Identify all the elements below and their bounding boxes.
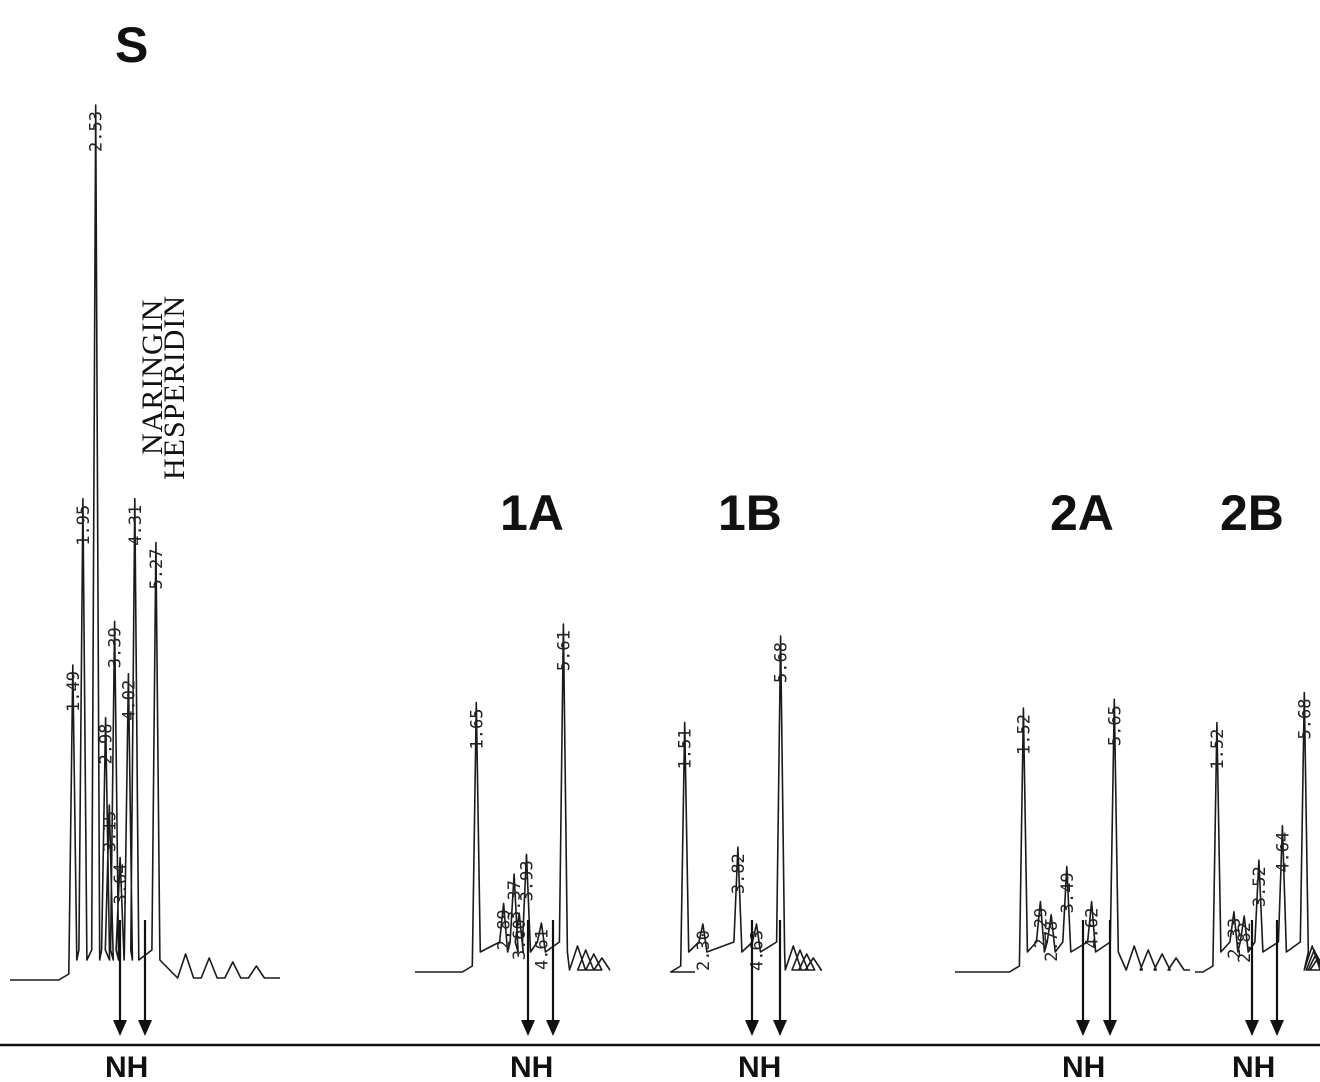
- panel-label: S: [115, 17, 148, 73]
- peak-label: 5.61: [554, 630, 574, 671]
- marker-arrowhead: [113, 1020, 127, 1036]
- marker-arrowhead: [1076, 1020, 1090, 1036]
- peak-label: 1.49: [64, 671, 84, 712]
- peak-label: 3.60: [510, 919, 530, 960]
- peak-label: 2.98: [97, 724, 117, 765]
- peak-label: 1.51: [676, 728, 696, 769]
- peak-label: 1.52: [1014, 714, 1034, 755]
- peak-label: 2.82: [1235, 922, 1255, 963]
- peak-label: 1.95: [74, 505, 94, 546]
- peak-label: 3.82: [729, 853, 749, 894]
- chromatogram-trace: [955, 698, 1190, 973]
- peak-label: 4.62: [1083, 908, 1103, 949]
- peak-label: 1.52: [1208, 729, 1228, 770]
- peak-label: 4.63: [747, 930, 767, 971]
- panel-label: 1B: [718, 485, 782, 541]
- compound-label-hesperidin: HESPERIDIN: [158, 295, 191, 480]
- peak-label: 5.65: [1105, 705, 1125, 746]
- panel-1a: 1A 1.65 2.893.373.60 3.93 4.61 5.61 NH: [415, 485, 611, 1082]
- peak-label: 2.30: [694, 930, 714, 971]
- panel-s: S 1.49 1.95 2.53 2.98 3.15 3.39 3.64 4.02 4.315.2…: [10, 17, 280, 1082]
- panel-1b: 1B 1.51 2.30 3.82 4.63 5.68 NH: [669, 485, 823, 1082]
- peak-label: 3.15: [100, 811, 120, 852]
- peak-label: 3.93: [517, 860, 537, 901]
- panel-2a: 2A 1.52 2.292.78 3.494.62 5.65 NH: [955, 485, 1190, 1082]
- peak-label: 3.37: [505, 880, 525, 921]
- peak-label: 2.53: [87, 111, 107, 152]
- marker-arrowhead: [138, 1020, 152, 1036]
- peak-label: 2.33: [1225, 918, 1245, 959]
- peak-label: 4.61: [532, 929, 552, 970]
- peak-label: 3.39: [106, 627, 126, 668]
- marker-arrowhead: [745, 1020, 759, 1036]
- chromatogram-trace: [10, 104, 280, 981]
- peak-label: 5.27: [147, 549, 167, 590]
- marker-arrowhead: [1270, 1020, 1284, 1036]
- peak-label: 4.31: [126, 505, 146, 546]
- panel-label: 2A: [1050, 485, 1114, 541]
- peak-label: 4.64: [1273, 832, 1293, 873]
- marker-arrowhead: [1103, 1020, 1117, 1036]
- nh-label: NH: [1062, 1051, 1105, 1082]
- peak-label: 1.65: [467, 709, 487, 750]
- chromatogram-trace: [669, 635, 823, 973]
- chromatogram-trace: [1195, 691, 1320, 973]
- peak-label: 2.29: [1031, 908, 1051, 949]
- peak-label: 3.49: [1058, 872, 1078, 913]
- nh-label: NH: [738, 1051, 781, 1082]
- nh-label: NH: [510, 1051, 553, 1082]
- peak-label: 3.64: [111, 864, 131, 905]
- panel-label: 2B: [1220, 485, 1284, 541]
- nh-label: NH: [105, 1051, 148, 1082]
- peak-label: 2.78: [1042, 921, 1062, 962]
- panel-2b: 2B 1.52 2.332.82 3.524.64 5.68 NH: [1195, 485, 1320, 1082]
- chromatogram-trace: [415, 623, 611, 973]
- peak-label: 2.89: [495, 909, 515, 950]
- marker-arrowhead: [1245, 1020, 1259, 1036]
- marker-arrowhead: [773, 1020, 787, 1036]
- peak-label: 5.68: [1295, 699, 1315, 740]
- peak-label: 4.02: [119, 680, 139, 721]
- compound-label-naringin: NARINGIN: [136, 299, 169, 455]
- peak-label: 3.52: [1250, 866, 1270, 907]
- marker-arrowhead: [521, 1020, 535, 1036]
- nh-label: NH: [1232, 1051, 1275, 1082]
- peak-label: 5.68: [772, 642, 792, 683]
- marker-arrowhead: [546, 1020, 560, 1036]
- panel-label: 1A: [500, 485, 564, 541]
